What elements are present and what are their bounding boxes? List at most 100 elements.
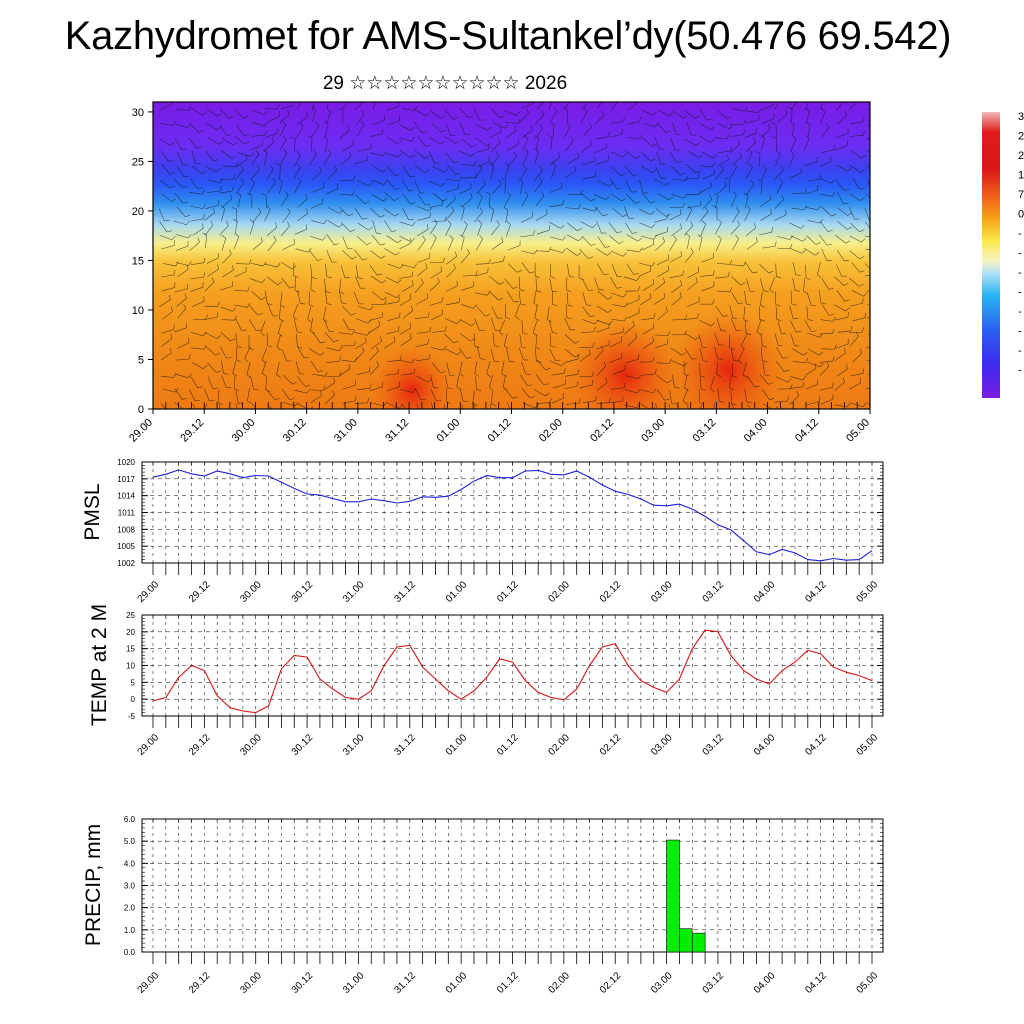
wind-barb xyxy=(251,153,260,166)
wind-barb xyxy=(686,122,692,136)
wind-barb xyxy=(625,180,632,193)
wind-barb-flag xyxy=(805,277,811,280)
wind-barb-flag xyxy=(616,231,622,234)
wind-barb xyxy=(774,154,781,167)
wind-barb-flag xyxy=(499,115,505,119)
wind-barb xyxy=(852,317,865,322)
wind-barb xyxy=(385,152,399,158)
wind-barb-flag xyxy=(729,347,735,350)
wind-barb-flag xyxy=(497,137,501,143)
wind-barb-flag xyxy=(828,314,834,316)
wind-barb-flag xyxy=(524,148,529,153)
wind-barb xyxy=(324,139,329,152)
wind-barb-flag xyxy=(232,373,237,377)
wind-barb-flag xyxy=(724,177,730,180)
wind-barb-flag xyxy=(311,277,317,280)
wind-barb xyxy=(848,277,860,287)
wind-barb xyxy=(282,374,293,385)
wind-barb-flag xyxy=(474,373,480,377)
wind-barb-flag xyxy=(455,251,457,257)
wind-barb-flag xyxy=(422,235,426,241)
x-tick-label: 30.12 xyxy=(290,970,316,996)
wind-barb xyxy=(564,318,571,331)
wind-barb-flag xyxy=(265,389,271,392)
wind-barb-flag xyxy=(339,291,345,295)
wind-barb xyxy=(237,152,251,157)
wind-barb xyxy=(582,127,592,137)
wind-barb xyxy=(355,264,359,278)
x-tick-label: 01.00 xyxy=(444,732,470,758)
wind-barb-flag xyxy=(310,330,315,334)
wind-barb xyxy=(219,346,227,359)
y-tick-label: 15 xyxy=(126,645,135,654)
wind-barb xyxy=(836,290,845,302)
wind-barb-flag xyxy=(860,169,865,173)
wind-barb xyxy=(502,374,506,388)
wind-barb xyxy=(174,193,184,204)
wind-barb xyxy=(192,318,206,321)
wind-barb xyxy=(700,274,714,277)
wind-barb xyxy=(864,235,870,238)
wind-barb xyxy=(789,386,803,389)
wind-barb xyxy=(807,178,821,182)
wind-barb-flag xyxy=(291,381,297,385)
wind-barb-flag xyxy=(503,255,505,261)
wind-barb xyxy=(416,331,430,334)
wind-barb xyxy=(566,234,579,242)
wind-barb xyxy=(564,385,578,390)
wind-barb xyxy=(740,333,748,346)
wind-barb xyxy=(399,327,411,335)
wind-barb-flag xyxy=(873,231,878,232)
wind-barb xyxy=(565,358,579,363)
wind-barb-flag xyxy=(590,198,596,202)
wind-barb-flag xyxy=(513,152,517,157)
wind-barb-flag xyxy=(590,243,596,246)
wind-barb xyxy=(745,120,759,124)
wind-barb-flag xyxy=(487,267,489,273)
wind-barb xyxy=(429,137,441,145)
wind-barb xyxy=(730,194,737,208)
wind-barb xyxy=(267,182,276,194)
wind-barb xyxy=(654,178,666,186)
wind-barb-flag xyxy=(677,161,682,163)
wind-barb-flag xyxy=(261,193,267,196)
wind-barb-flag xyxy=(535,346,541,350)
wind-barb xyxy=(369,365,380,376)
wind-barb xyxy=(820,111,826,125)
wind-barb xyxy=(235,403,238,409)
wind-barb xyxy=(792,261,796,275)
wind-barb-flag xyxy=(244,141,250,145)
wind-barb xyxy=(280,225,290,237)
wind-barb xyxy=(474,168,483,180)
wind-barb-flag xyxy=(216,126,222,131)
wind-barb xyxy=(489,276,500,285)
wind-barb-flag xyxy=(590,315,596,318)
wind-barb xyxy=(249,305,259,316)
wind-barb-flag xyxy=(879,283,880,288)
wind-barb-flag xyxy=(729,287,733,293)
wind-barb xyxy=(357,388,371,390)
wind-barb xyxy=(249,319,257,331)
wind-barb xyxy=(175,109,189,111)
wind-barb xyxy=(609,357,622,364)
wind-barb xyxy=(851,262,861,273)
wind-barb-flag xyxy=(727,116,733,120)
wind-barb xyxy=(417,136,427,147)
wind-barb xyxy=(459,187,472,195)
wind-barb-flag xyxy=(749,290,755,293)
wind-barb xyxy=(490,209,495,223)
wind-barb xyxy=(790,102,797,110)
wind-barb-flag xyxy=(842,377,845,383)
wind-barb-flag xyxy=(552,290,558,293)
wind-barb xyxy=(865,221,870,229)
wind-barb-flag xyxy=(863,292,868,297)
wind-barb xyxy=(372,220,377,234)
wind-barb-flag xyxy=(480,358,486,360)
wind-barb xyxy=(428,151,435,164)
wind-barb xyxy=(371,164,383,173)
wind-barb xyxy=(384,291,397,298)
wind-barb-flag xyxy=(859,378,861,384)
wind-barb-flag xyxy=(363,96,365,101)
wind-barb xyxy=(687,205,701,209)
wind-barb xyxy=(220,178,234,180)
